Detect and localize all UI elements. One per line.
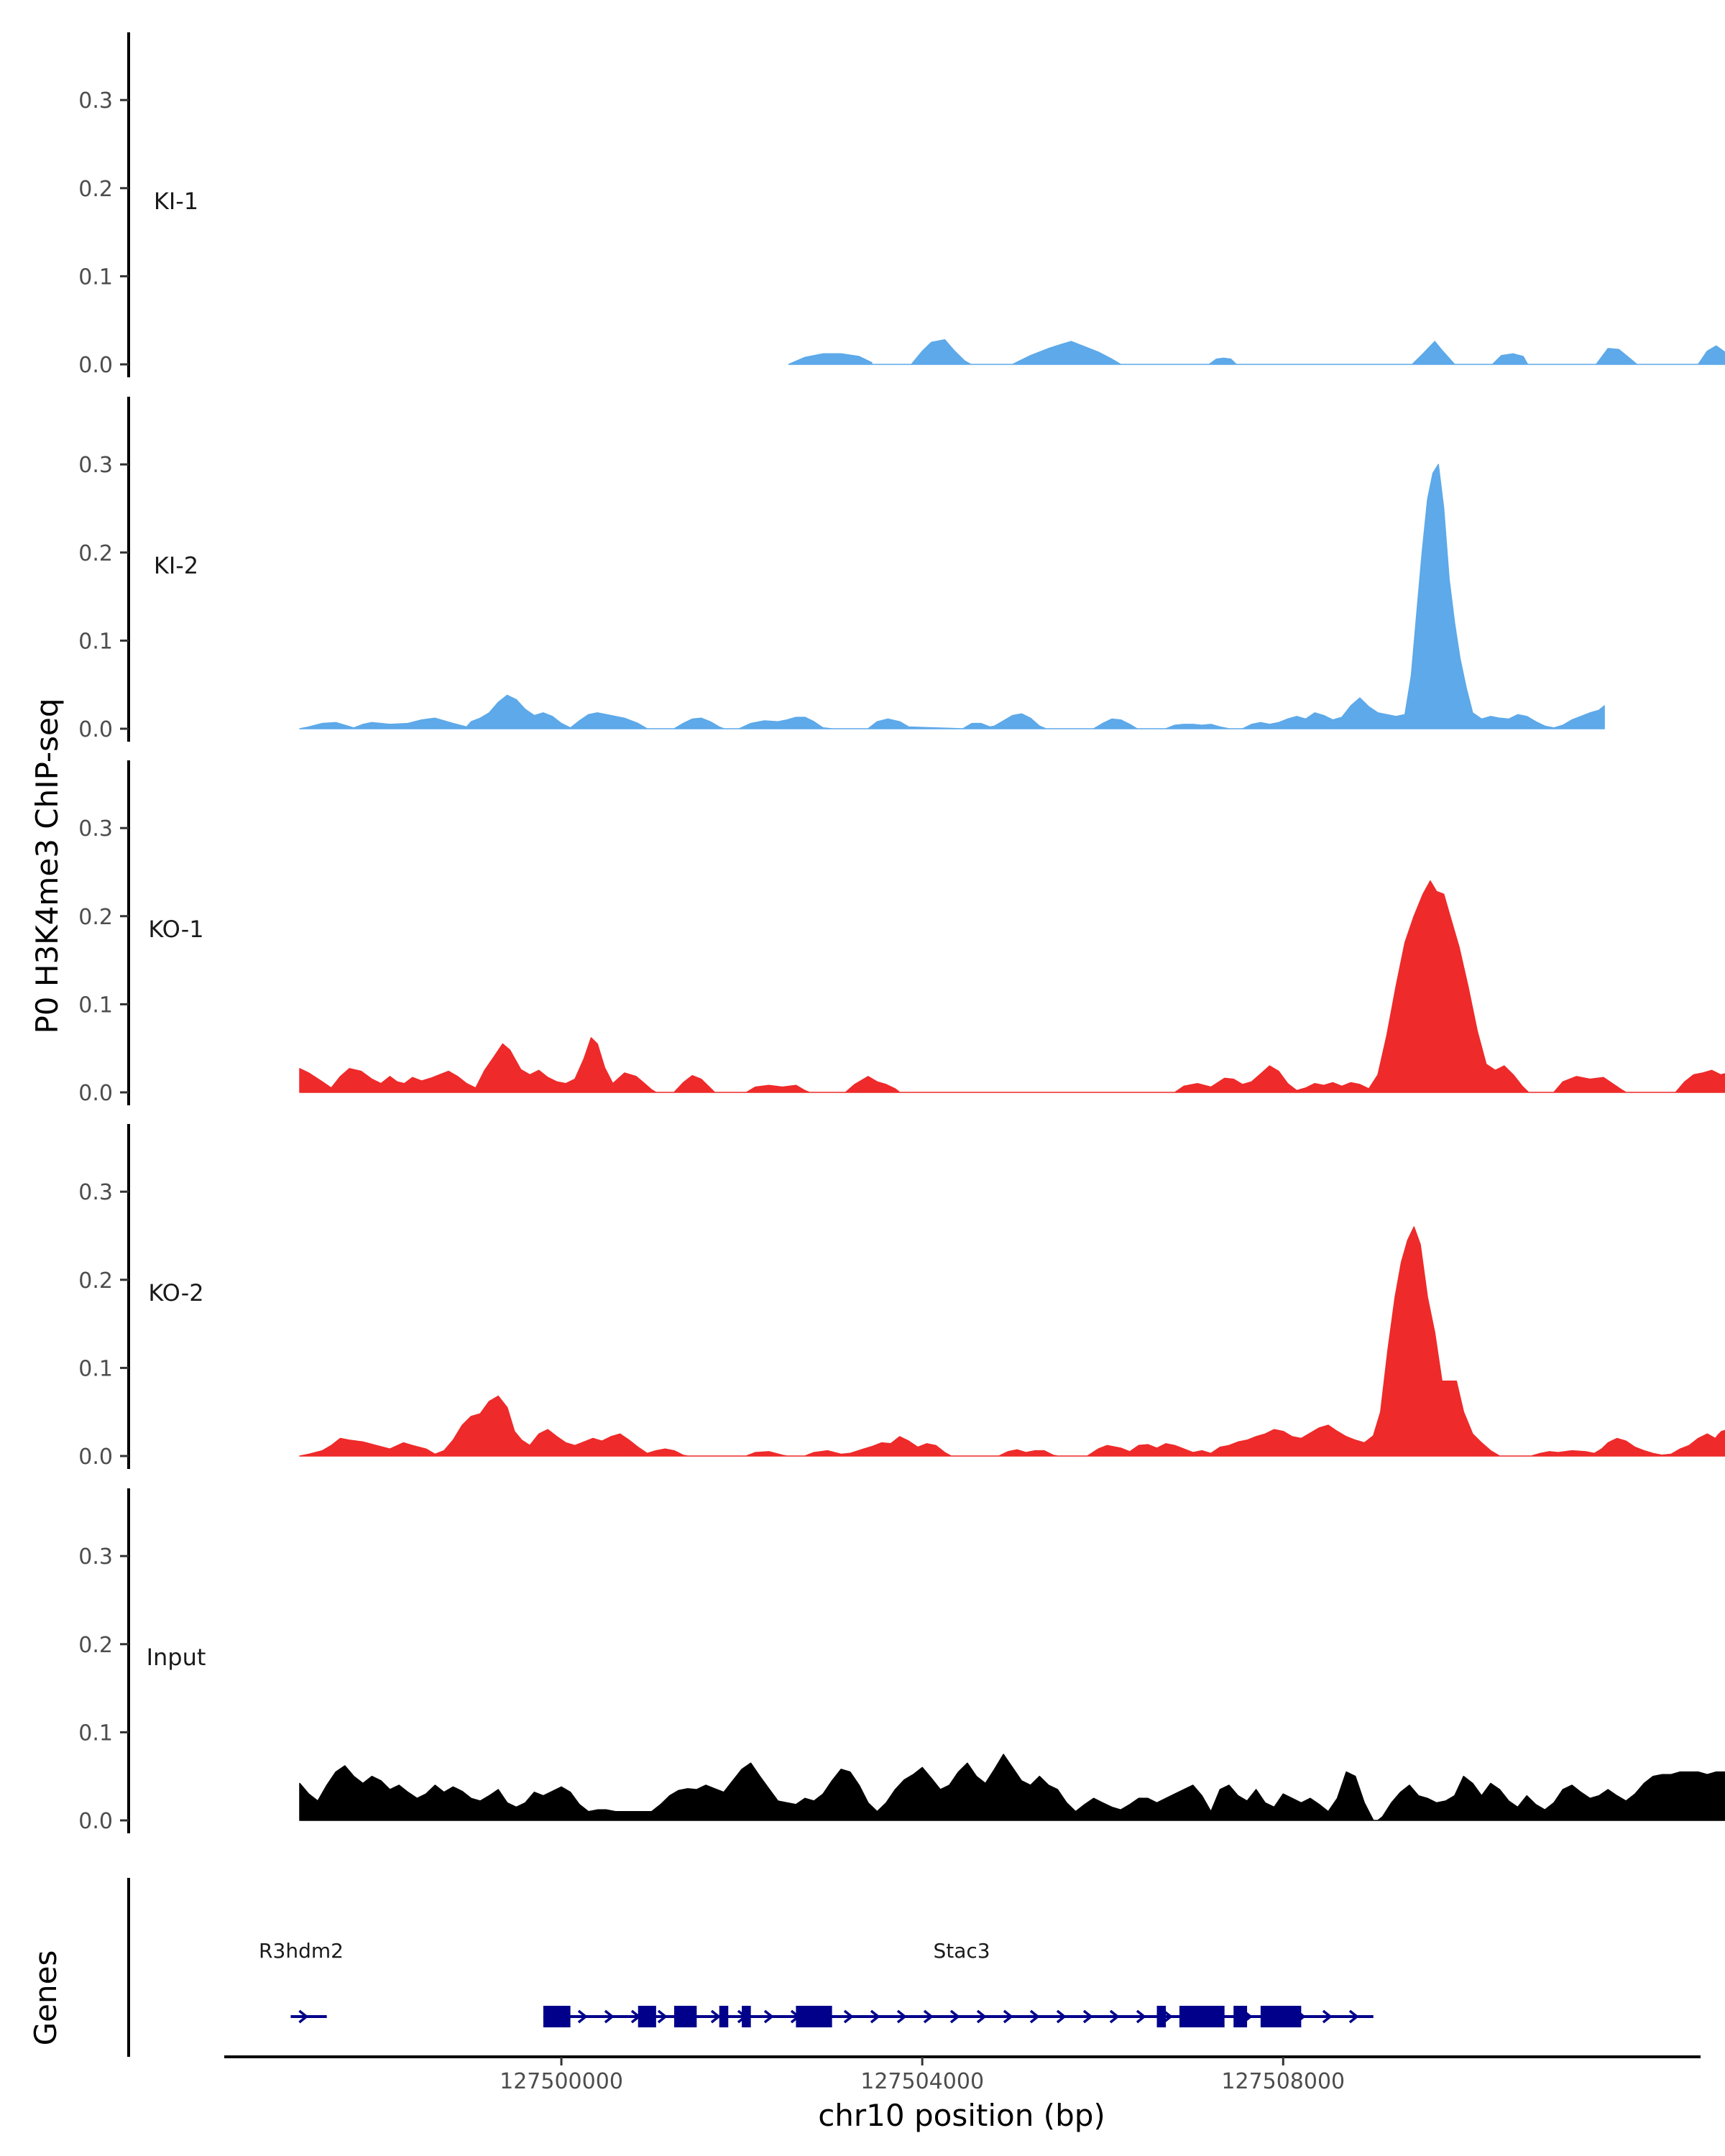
y-tick-label: 0.1 <box>78 264 113 290</box>
strand-arrow <box>923 2009 934 2024</box>
strand-arrow <box>710 2009 721 2024</box>
strand-arrow <box>1162 2009 1173 2024</box>
coverage-tracks: 0.00.10.20.3KI-10.00.10.20.3KI-20.00.10.… <box>78 32 1725 1834</box>
x-tick-label: 127508000 <box>1221 2069 1345 2094</box>
strand-arrow <box>949 2009 960 2024</box>
track-label: KO-1 <box>148 916 203 943</box>
y-tick-label: 0.3 <box>78 88 113 114</box>
y-tick-label: 0.1 <box>78 1356 113 1381</box>
strand-arrow <box>896 2009 907 2024</box>
genes-track-label: Genes <box>28 1950 63 2046</box>
y-tick-label: 0.2 <box>78 1268 113 1294</box>
x-tick-label: 127504000 <box>860 2069 984 2094</box>
strand-arrow <box>1003 2009 1013 2024</box>
exon <box>1156 2006 1167 2027</box>
strand-arrow <box>1082 2009 1093 2024</box>
signal-area <box>788 338 1725 365</box>
y-tick-label: 0.2 <box>78 1633 113 1658</box>
exon <box>719 2006 729 2027</box>
exon <box>1260 2006 1302 2027</box>
gene-r3hdm2: R3hdm2 <box>259 1939 344 2024</box>
x-tick-label: 127500000 <box>500 2069 623 2094</box>
gene-name-label: Stac3 <box>933 1939 990 1963</box>
strand-arrow <box>577 2009 588 2024</box>
track-label: KO-2 <box>148 1279 203 1307</box>
exon <box>742 2006 751 2027</box>
y-tick-label: 0.0 <box>78 1809 113 1834</box>
y-tick-label: 0.1 <box>78 629 113 654</box>
track-input: 0.0 0.1 0.2 0.3 Input <box>78 1488 1725 1834</box>
y-tick-label: 0.0 <box>78 1081 113 1106</box>
exon <box>673 2006 697 2027</box>
strand-arrow <box>1056 2009 1067 2024</box>
y-tick-label: 0.0 <box>78 717 113 742</box>
track-ko-1: 0.0 0.1 0.2 0.3 KO-1 <box>78 760 1725 1106</box>
signal-area <box>299 880 1725 1093</box>
exon <box>543 2006 571 2027</box>
exon <box>796 2006 832 2027</box>
gene-track: R3hdm2 Stac3 <box>127 1878 1374 2057</box>
track-label: KI-1 <box>154 188 198 215</box>
strand-arrow <box>1109 2009 1120 2024</box>
y-tick-label: 0.2 <box>78 541 113 566</box>
y-axis-title: P0 H3K4me3 ChIP-seq <box>29 698 65 1033</box>
track-ki-2: 0.0 0.1 0.2 0.3 KI-2 <box>78 397 1605 742</box>
x-axis-title: chr10 position (bp) <box>818 2098 1105 2133</box>
y-tick-label: 0.3 <box>78 453 113 478</box>
y-tick-label: 0.0 <box>78 353 113 378</box>
gene-name-label: R3hdm2 <box>259 1939 344 1963</box>
strand-arrow <box>1348 2009 1359 2024</box>
strand-arrow <box>843 2009 854 2024</box>
signal-area <box>299 1754 1725 1821</box>
y-tick-label: 0.3 <box>78 816 113 842</box>
y-tick-label: 0.3 <box>78 1544 113 1570</box>
y-tick-label: 0.2 <box>78 177 113 202</box>
strand-arrow <box>976 2009 987 2024</box>
track-ko-2: 0.0 0.1 0.2 0.3 KO-2 <box>78 1124 1725 1470</box>
exon <box>1179 2006 1225 2027</box>
strand-arrow <box>657 2009 668 2024</box>
track-label: KI-2 <box>154 552 198 579</box>
gene-stac3: Stac3 <box>543 1939 1374 2027</box>
strand-arrow <box>604 2009 615 2024</box>
strand-arrow <box>1136 2009 1146 2024</box>
y-tick-label: 0.0 <box>78 1445 113 1470</box>
exon <box>1233 2006 1248 2027</box>
strand-arrow <box>1029 2009 1040 2024</box>
track-label: Input <box>147 1644 206 1671</box>
strand-arrow <box>1322 2009 1333 2024</box>
x-axis: 127500000 127504000 127508000 <box>224 2055 1701 2094</box>
exon <box>638 2006 656 2027</box>
signal-area <box>299 464 1605 729</box>
signal-area <box>299 1226 1725 1457</box>
y-tick-label: 0.1 <box>78 1720 113 1746</box>
y-tick-label: 0.2 <box>78 905 113 930</box>
track-ki-1: 0.0 0.1 0.2 0.3 KI-1 <box>78 32 1725 378</box>
strand-arrow <box>870 2009 880 2024</box>
y-tick-label: 0.1 <box>78 992 113 1018</box>
y-tick-label: 0.3 <box>78 1180 113 1205</box>
strand-arrow <box>298 2009 309 2024</box>
strand-arrow <box>763 2009 774 2024</box>
